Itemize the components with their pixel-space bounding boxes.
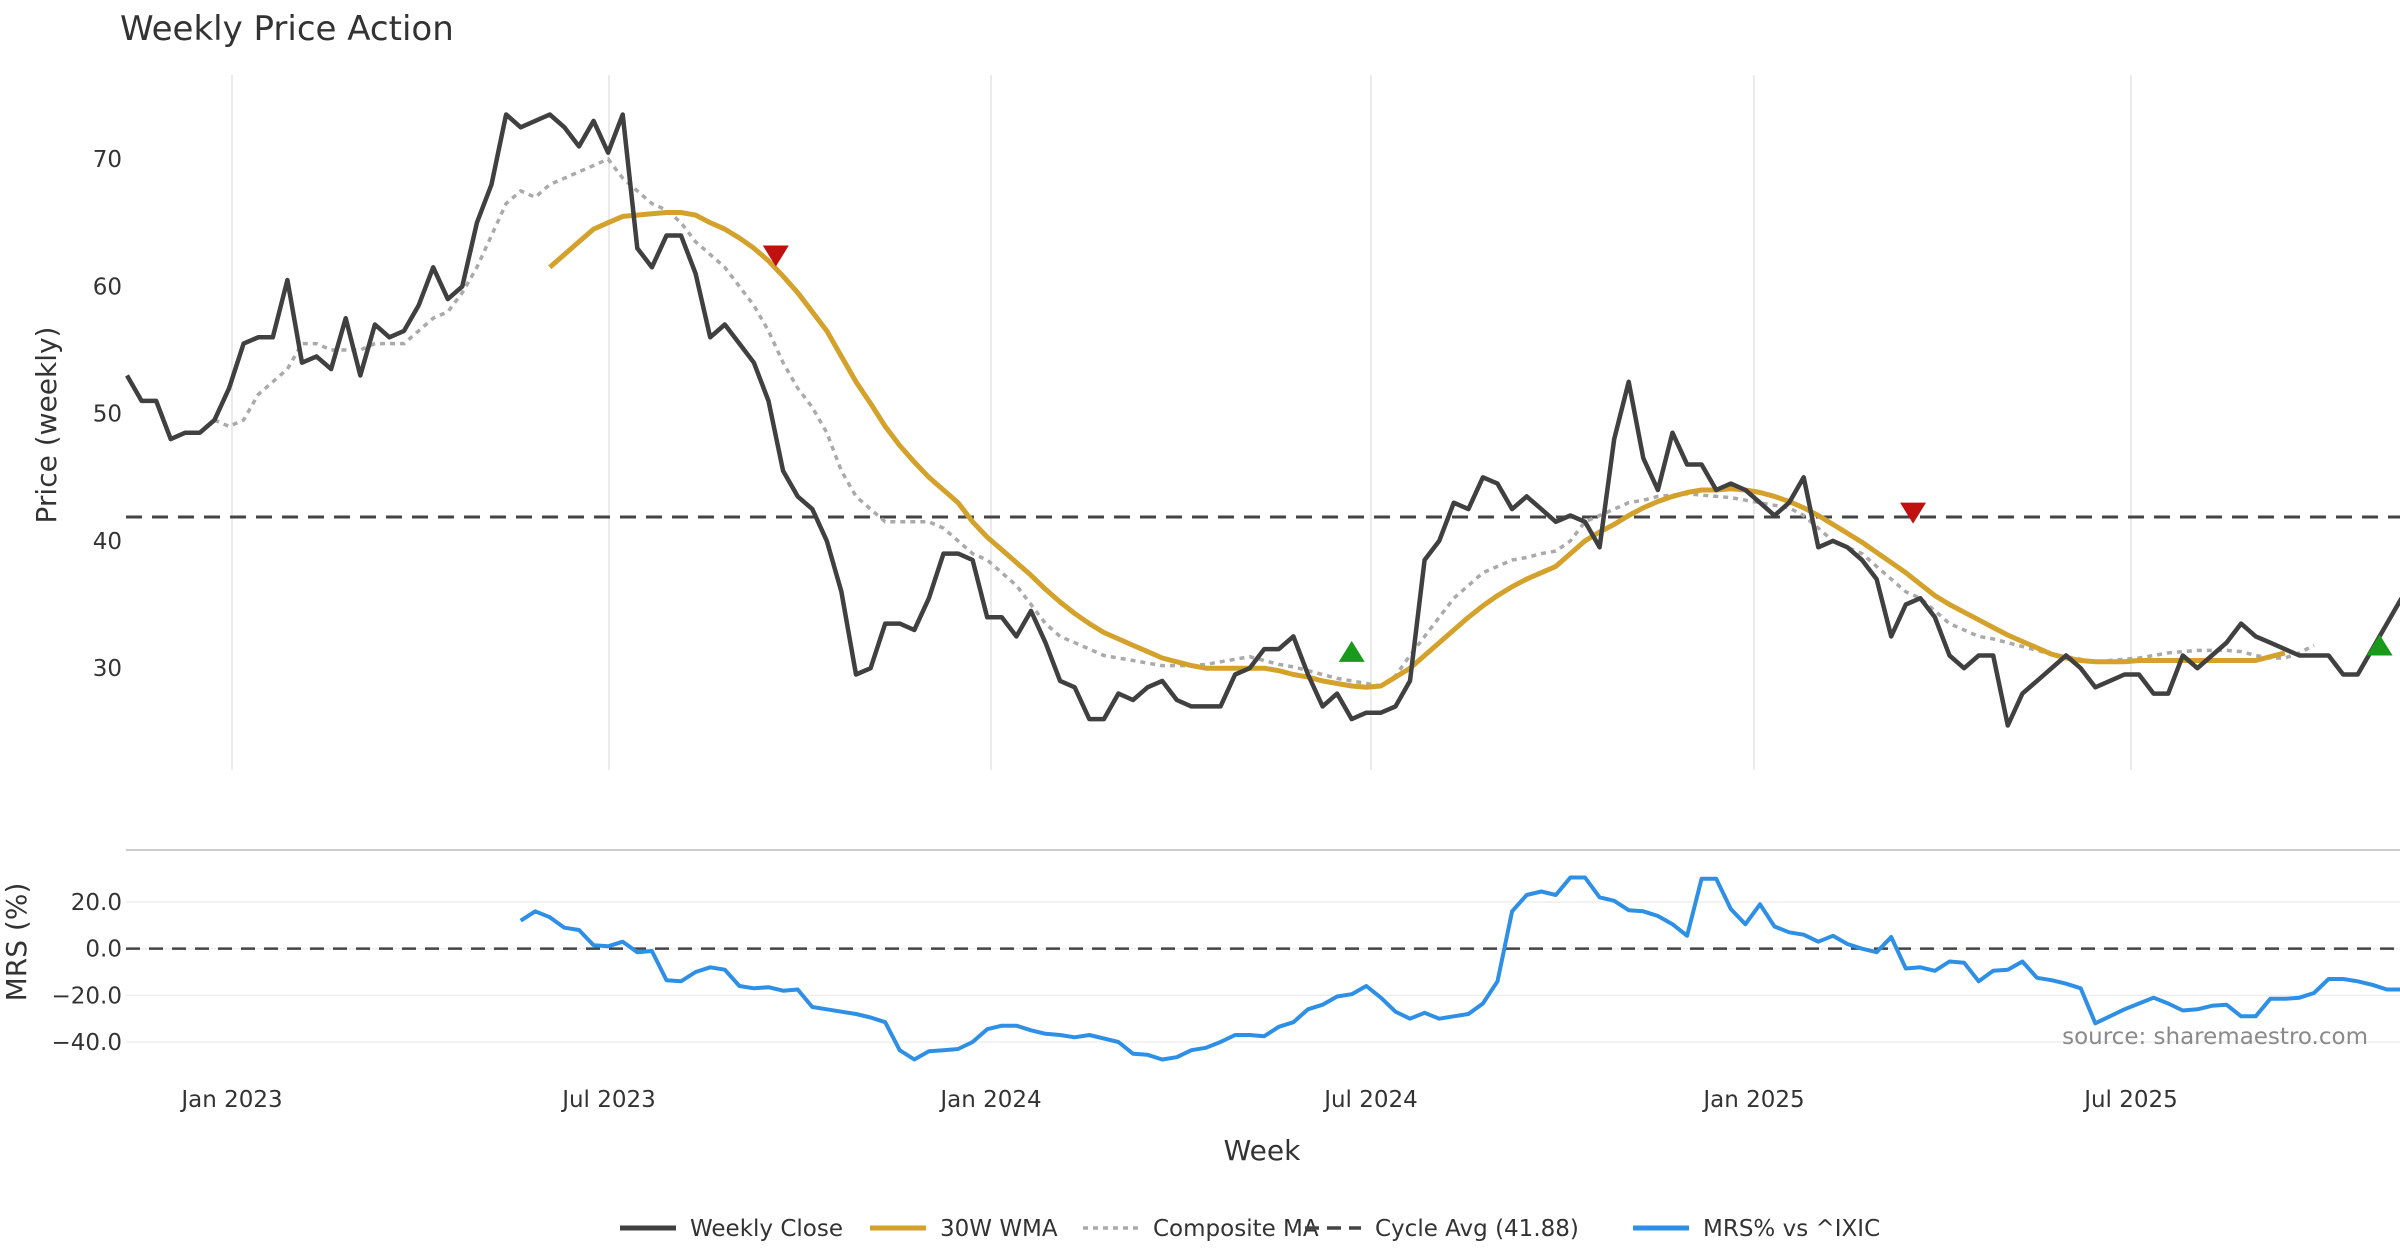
mrs-y-ticks: 20.0 0.0 −20.0 −40.0 [52,890,122,1056]
mrs-tick-label: 0.0 [85,937,122,963]
sell-marker [1900,502,1927,524]
mrs-grid [126,901,2400,1043]
x-tick-label: Jan 2023 [179,1087,282,1113]
x-ticks: Jan 2023 Jul 2023 Jan 2024 Jul 2024 Jan 2025… [179,1087,2177,1113]
weekly-close-line [125,112,2400,728]
legend-label: 30W WMA [940,1216,1058,1242]
price-tick-label: 30 [93,656,122,682]
x-tick-label: Jul 2025 [2082,1087,2178,1113]
composite-ma-line [213,156,2315,688]
wma-30w-line [548,210,2286,690]
buy-marker [2366,634,2393,656]
source-note: source: sharemaestro.com [2062,1024,2368,1050]
x-axis-label: Week [1224,1134,1301,1167]
price-tick-label: 60 [93,274,122,300]
buy-marker [1338,640,1365,662]
x-tick-label: Jul 2023 [560,1087,656,1113]
legend-label: MRS% vs ^IXIC [1703,1216,1880,1242]
x-tick-label: Jul 2024 [1322,1087,1418,1113]
legend-label: Cycle Avg (41.88) [1375,1216,1579,1242]
chart-title: Weekly Price Action [120,9,454,49]
mrs-ylabel: MRS (%) [0,883,33,1002]
legend-label: Weekly Close [690,1216,843,1242]
mrs-line [519,875,2400,1062]
price-y-ticks: 30 40 50 60 70 [93,147,122,682]
mrs-tick-label: −20.0 [52,983,122,1009]
x-tick-label: Jan 2024 [938,1087,1041,1113]
sell-marker [762,245,789,267]
price-ylabel: Price (weekly) [30,327,63,524]
legend-label: Composite MA [1153,1216,1319,1242]
price-tick-label: 40 [93,529,122,555]
mrs-tick-label: 20.0 [71,890,122,916]
price-tick-label: 70 [93,147,122,173]
price-grid [231,75,2132,770]
price-tick-label: 50 [93,402,122,428]
mrs-tick-label: −40.0 [52,1030,122,1056]
x-tick-label: Jan 2025 [1701,1087,1804,1113]
legend: Weekly Close 30W WMA Composite MA Cycle Avg… [620,1216,1880,1242]
signal-markers [762,245,2393,662]
